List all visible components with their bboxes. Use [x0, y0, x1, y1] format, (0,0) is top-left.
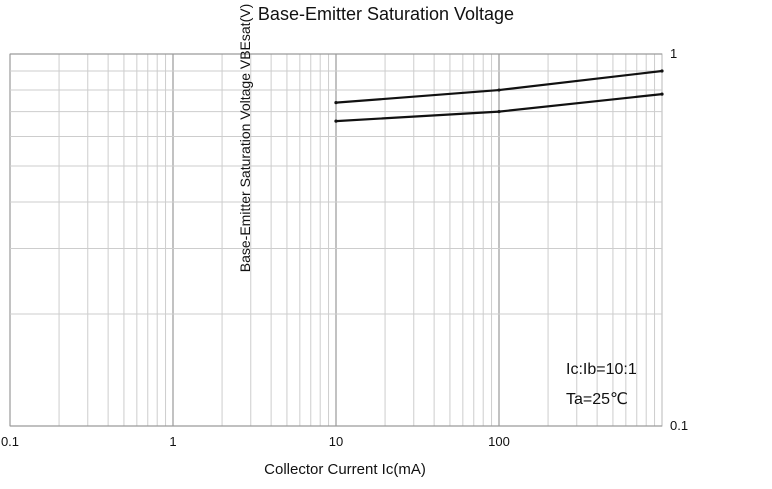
- x-tick-label-3: 10: [329, 434, 343, 449]
- x-tick-label-4: 100: [488, 434, 510, 449]
- series-point-1-3: [660, 69, 664, 73]
- series-point-2-2: [497, 110, 501, 114]
- series-point-1-1: [334, 101, 338, 105]
- tick-layer: 0.1 1 10 100 1 0.1: [1, 46, 688, 449]
- annotation-ratio: Ic:Ib=10:1: [566, 361, 637, 378]
- x-tick-label-2: 1: [169, 434, 176, 449]
- x-axis-label: Collector Current Ic(mA): [264, 461, 426, 478]
- chart-title: Base-Emitter Saturation Voltage: [258, 4, 514, 24]
- y-tick-label-2: 0.1: [670, 418, 688, 433]
- y-axis-label: Base-Emitter Saturation Voltage VBEsat(V…: [237, 4, 253, 272]
- grid-layer: [9, 53, 663, 427]
- series-layer: [334, 69, 664, 123]
- series-point-2-3: [660, 92, 664, 96]
- annotation-temperature: Ta=25℃: [566, 391, 628, 408]
- x-tick-label-1: 0.1: [1, 434, 19, 449]
- y-tick-label-1: 1: [670, 46, 677, 61]
- series-point-2-1: [334, 119, 338, 123]
- series-point-1-2: [497, 88, 501, 92]
